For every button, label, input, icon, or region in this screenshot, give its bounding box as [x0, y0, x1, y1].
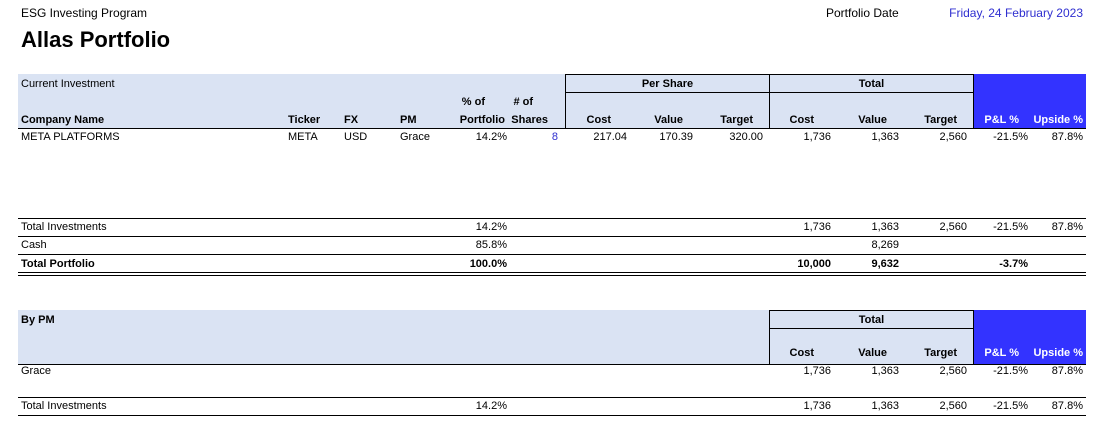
by-pm-row-cost: 1,736 — [803, 365, 831, 377]
by-pm-bottom-rule — [18, 415, 1086, 416]
per-share-left-border — [565, 74, 566, 128]
by-pm-header-bottom-rule — [18, 364, 1086, 365]
row-company: META PLATFORMS — [21, 131, 120, 143]
per-share-group-header: Per Share — [641, 78, 694, 90]
total-portfolio-pct: 100.0% — [469, 258, 507, 270]
col-fx[interactable]: FX — [344, 114, 359, 126]
holdings-header-band — [18, 74, 974, 128]
col-total-cost[interactable]: Cost — [789, 114, 814, 126]
header-bottom-rule — [18, 128, 1086, 129]
total-investments-pl: -21.5% — [993, 221, 1028, 233]
by-pm-col-target[interactable]: Target — [924, 347, 957, 359]
by-pm-label: By PM — [21, 314, 55, 326]
total-investments-value: 1,363 — [871, 221, 899, 233]
col-upside-pct[interactable]: Upside % — [1033, 114, 1083, 126]
by-pm-row-target: 2,560 — [939, 365, 967, 377]
by-pm-total-value: 1,363 — [871, 400, 899, 412]
by-pm-total-cost: 1,736 — [803, 400, 831, 412]
col-total-value[interactable]: Value — [858, 114, 887, 126]
by-pm-row-upside: 87.8% — [1051, 365, 1083, 377]
total-portfolio-label: Total Portfolio — [21, 258, 95, 270]
by-pm-row-value: 1,363 — [871, 365, 899, 377]
col-pl-pct[interactable]: P&L % — [984, 114, 1019, 126]
by-pm-row-name: Grace — [21, 365, 51, 377]
portfolio-date-label: Portfolio Date — [826, 6, 899, 20]
portfolio-double-rule — [18, 272, 1086, 276]
by-pm-total-top-rule — [18, 397, 1086, 398]
by-pm-group-mid-border — [769, 328, 974, 329]
total-investments-label: Total Investments — [21, 221, 107, 233]
total-portfolio-value: 9,632 — [871, 258, 899, 270]
by-pm-row-pl: -21.5% — [993, 365, 1028, 377]
by-pm-total-right-border — [973, 310, 974, 364]
portfolio-top-rule — [18, 254, 1086, 255]
by-pm-metric-band — [974, 310, 1086, 364]
col-pct-line1: % of — [461, 96, 485, 108]
cash-top-rule — [18, 236, 1086, 237]
row-fx: USD — [344, 131, 368, 143]
by-pm-col-pl[interactable]: P&L % — [984, 347, 1019, 359]
row-ps-cost: 217.04 — [593, 131, 627, 143]
total-portfolio-cost: 10,000 — [797, 258, 831, 270]
program-title: ESG Investing Program — [21, 6, 148, 20]
by-pm-total-group-header: Total — [858, 314, 885, 326]
col-pm[interactable]: PM — [400, 114, 417, 126]
total-investments-upside: 87.8% — [1051, 221, 1083, 233]
by-pm-total-pct: 14.2% — [475, 400, 507, 412]
total-investments-pct: 14.2% — [475, 221, 507, 233]
by-pm-group-top-border — [769, 310, 974, 311]
total-right-border — [973, 74, 974, 128]
total-left-border — [769, 74, 770, 128]
by-pm-col-upside[interactable]: Upside % — [1033, 347, 1083, 359]
by-pm-total-label: Total Investments — [21, 400, 107, 412]
by-pm-col-cost[interactable]: Cost — [789, 347, 814, 359]
total-investments-target: 2,560 — [939, 221, 967, 233]
row-total-target: 2,560 — [939, 131, 967, 143]
row-ps-value: 170.39 — [659, 131, 693, 143]
totals-top-rule — [18, 218, 1086, 219]
col-ticker[interactable]: Ticker — [288, 114, 321, 126]
total-portfolio-pl: -3.7% — [999, 258, 1028, 270]
cash-label: Cash — [21, 239, 47, 251]
holdings-metric-band — [974, 74, 1086, 128]
total-group-header: Total — [858, 78, 885, 90]
by-pm-col-value[interactable]: Value — [858, 347, 887, 359]
portfolio-date-value[interactable]: Friday, 24 February 2023 — [949, 6, 1083, 20]
row-total-cost: 1,736 — [803, 131, 831, 143]
col-ps-target[interactable]: Target — [720, 114, 753, 126]
by-pm-total-target: 2,560 — [939, 400, 967, 412]
col-pct-portfolio[interactable]: Portfolio — [459, 114, 505, 126]
col-shares[interactable]: Shares — [511, 114, 548, 126]
row-upside: 87.8% — [1051, 131, 1083, 143]
total-investments-cost: 1,736 — [803, 221, 831, 233]
row-ticker: META — [288, 131, 318, 143]
row-total-value: 1,363 — [871, 131, 899, 143]
row-shares[interactable]: 8 — [551, 131, 558, 143]
col-ps-value[interactable]: Value — [654, 114, 683, 126]
current-investment-label: Current Investment — [21, 78, 115, 90]
row-pm: Grace — [400, 131, 430, 143]
col-total-target[interactable]: Target — [924, 114, 957, 126]
col-ps-cost[interactable]: Cost — [586, 114, 611, 126]
cash-pct: 85.8% — [475, 239, 507, 251]
by-pm-total-pl: -21.5% — [993, 400, 1028, 412]
col-shares-line1: # of — [513, 96, 533, 108]
by-pm-total-left-border — [769, 310, 770, 364]
by-pm-header-band — [18, 310, 974, 364]
row-pct: 14.2% — [475, 131, 507, 143]
cash-value: 8,269 — [871, 239, 899, 251]
col-company-name[interactable]: Company Name — [21, 114, 105, 126]
portfolio-title: Allas Portfolio — [21, 27, 171, 52]
row-ps-target: 320.00 — [729, 131, 763, 143]
by-pm-total-upside: 87.8% — [1051, 400, 1083, 412]
row-pl: -21.5% — [993, 131, 1028, 143]
